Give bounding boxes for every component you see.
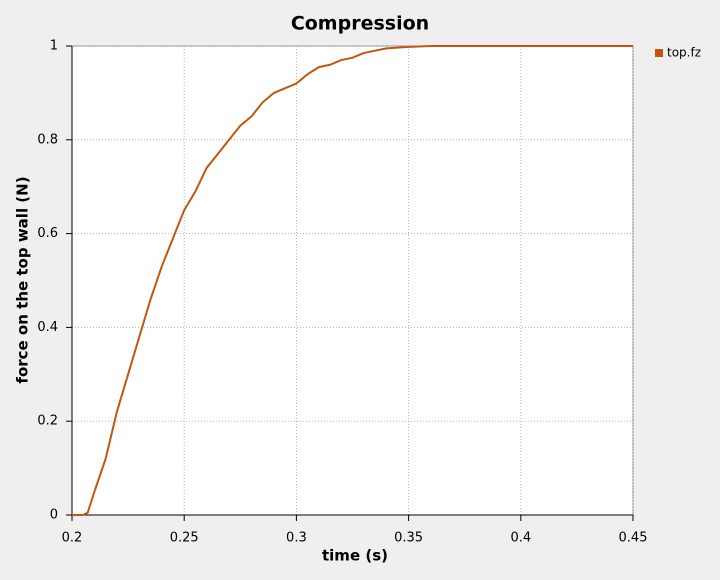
series-line bbox=[72, 45, 633, 516]
y-tick-label: 0.8 bbox=[37, 132, 58, 147]
y-tick-label: 0.4 bbox=[37, 320, 58, 335]
x-tick-label: 0.35 bbox=[394, 531, 423, 546]
y-tick-label: 0.2 bbox=[37, 414, 58, 429]
x-tick-label: 0.45 bbox=[619, 531, 648, 546]
legend-label: top.fz bbox=[667, 46, 701, 60]
chart-title: Compression bbox=[291, 13, 429, 35]
x-axis-label: time (s) bbox=[322, 547, 388, 565]
y-tick-label: 0 bbox=[50, 508, 58, 523]
legend-swatch bbox=[655, 49, 663, 57]
x-tick-label: 0.25 bbox=[170, 531, 199, 546]
x-tick-label: 0.3 bbox=[286, 531, 307, 546]
y-tick-label: 0.6 bbox=[37, 226, 58, 241]
plot-area bbox=[71, 45, 634, 516]
x-tick-label: 0.2 bbox=[62, 531, 83, 546]
y-axis-label: force on the top wall (N) bbox=[14, 176, 32, 383]
x-tick-label: 0.4 bbox=[510, 531, 531, 546]
y-tick-label: 1 bbox=[50, 39, 58, 54]
